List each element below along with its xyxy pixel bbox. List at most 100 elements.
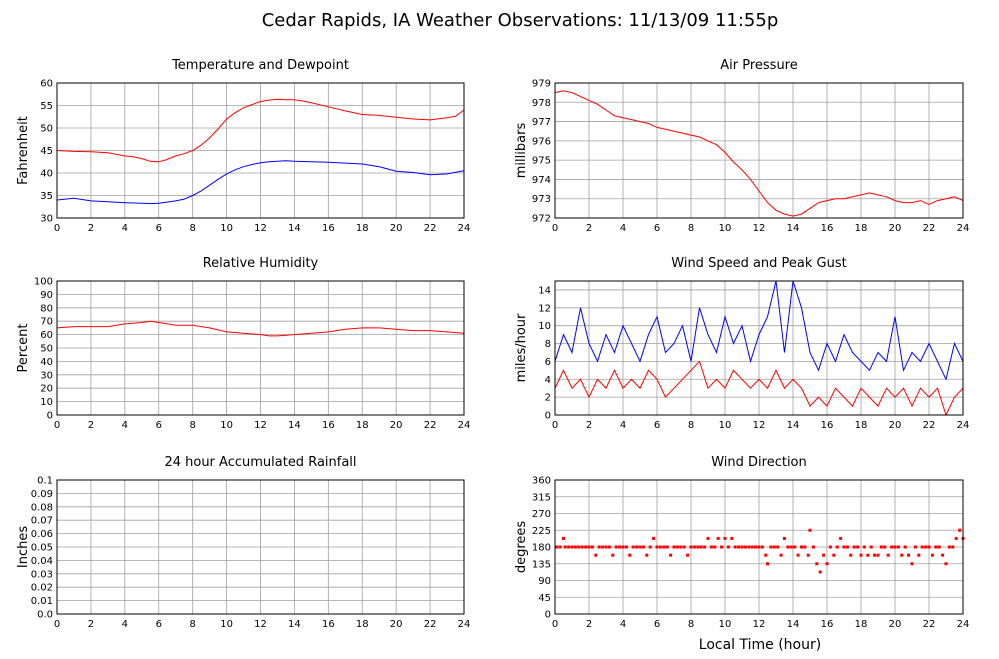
data-point [951,545,955,549]
data-point [886,553,890,557]
x-tick-label: 6 [156,420,162,431]
data-point [726,545,730,549]
x-tick-label: 0 [54,223,60,234]
chart-title: Wind Speed and Peak Gust [671,256,846,271]
data-point [883,545,887,549]
data-point [570,545,574,549]
x-tick-label: 14 [288,619,301,630]
x-tick-label: 18 [356,420,369,431]
data-point [793,545,797,549]
data-point [716,536,720,540]
y-tick-label: 360 [532,476,551,487]
x-tick-label: 0 [552,420,558,431]
y-tick-label: 10 [538,321,551,332]
data-point [879,545,883,549]
data-point [709,545,713,549]
data-point [675,545,679,549]
y-tick-label: 975 [532,156,551,167]
x-tick-label: 2 [586,420,592,431]
x-tick-label: 24 [458,223,471,234]
x-tick-label: 10 [220,223,233,234]
y-axis-label: miles/hour [514,313,529,382]
data-point [587,545,591,549]
y-tick-label: 0.04 [31,556,53,567]
chart-direction: 0 2 4 6 8 10 12 14 16 18 20 22 240459013518022527031… [514,455,969,630]
x-tick-label: 12 [254,223,267,234]
data-point [641,545,645,549]
y-tick-label: 0.03 [31,569,53,580]
y-tick-label: 90 [40,290,53,301]
x-tick-label: 12 [254,619,267,630]
x-tick-label: 0 [54,420,60,431]
data-point [772,545,776,549]
y-tick-label: 60 [40,79,53,90]
data-point [934,545,938,549]
plot-border [554,82,964,219]
data-point [796,553,800,557]
x-tick-label: 12 [753,619,766,630]
x-tick-label: 24 [957,223,970,234]
y-tick-label: 0.1 [37,476,53,487]
x-tick-label: 16 [821,223,834,234]
x-tick-label: 22 [424,619,437,630]
data-point [580,545,584,549]
plot-border [56,479,465,615]
data-point [645,553,649,557]
charts-group: 0 2 4 6 8 10 12 14 16 18 20 22 2430354045505560Tempe… [16,58,969,630]
x-tick-label: 20 [390,619,403,630]
data-point [869,545,873,549]
x-tick-label: 18 [356,619,369,630]
y-tick-label: 0.02 [31,583,53,594]
x-tick-label: 0 [54,619,60,630]
data-point [562,536,565,540]
data-point [866,553,870,557]
data-point [779,553,783,557]
y-tick-label: 0.06 [31,529,53,540]
data-point [567,545,571,549]
x-tick-label: 18 [855,619,868,630]
chart-rain: 0 2 4 6 8 10 12 14 16 18 20 22 240.00.010.020.030.04… [16,455,470,630]
data-point [584,545,588,549]
x-tick-label: 4 [122,619,128,630]
x-tick-label: 10 [719,619,732,630]
x-tick-label: 6 [654,420,660,431]
series-line-1 [554,360,964,417]
data-point [910,562,914,566]
y-tick-label: 60 [40,330,53,341]
data-point [811,545,815,549]
y-tick-label: 0.05 [31,543,53,554]
data-point [628,553,632,557]
series-line-0 [554,90,964,217]
data-point [607,545,611,549]
data-point [941,553,945,557]
x-tick-label: 8 [688,223,694,234]
y-tick-label: 20 [40,384,53,395]
data-point [893,545,897,549]
x-tick-label: 10 [220,420,233,431]
data-point [766,562,769,566]
data-point [733,545,737,549]
data-point [597,545,601,549]
data-point [849,553,853,557]
x-tick-label: 14 [787,420,800,431]
data-point [682,545,686,549]
data-point [958,528,962,532]
data-point [920,545,924,549]
data-point [862,545,866,549]
y-tick-label: 315 [532,492,551,503]
data-point [828,545,832,549]
x-tick-label: 18 [356,223,369,234]
y-tick-label: 100 [34,277,53,288]
x-tick-label: 2 [88,420,94,431]
common-xlabel: Local Time (hour) [699,637,821,653]
data-point [655,545,659,549]
x-tick-label: 8 [189,223,195,234]
data-point [696,545,700,549]
data-point [825,562,829,566]
x-tick-label: 4 [620,619,626,630]
data-point [737,545,741,549]
data-point [917,553,921,557]
y-axis-label: degrees [514,521,529,574]
x-tick-label: 12 [254,420,267,431]
